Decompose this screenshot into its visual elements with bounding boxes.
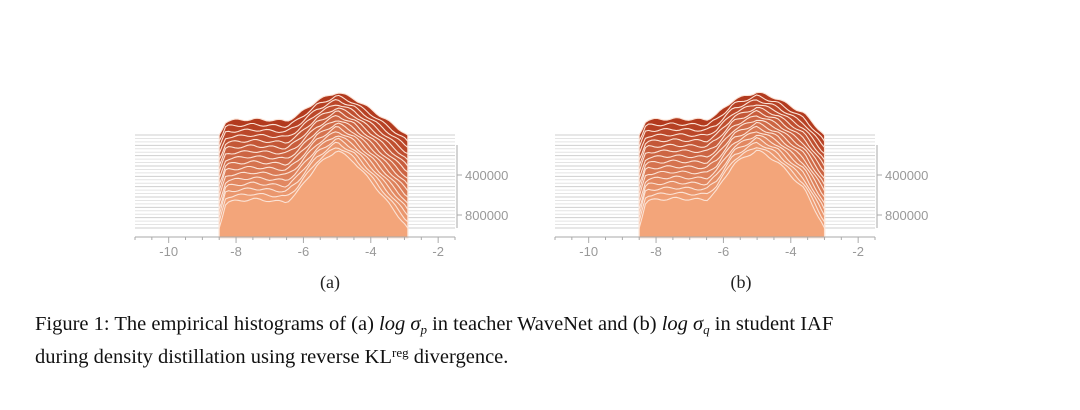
ridgeline-chart-b: -10 -8 -6 -4 -2 400000 800000 (554, 91, 928, 259)
caption-math-a: log σp (379, 313, 427, 337)
x-tick-label: -10 (579, 244, 598, 259)
panel-b: -10 -8 -6 -4 -2 400000 800000 (b) (545, 40, 928, 300)
x-tick-label: -4 (365, 244, 377, 259)
panel-a: -10 -8 -6 -4 -2 400000 800000 (a) (125, 40, 508, 300)
figure-caption: Figure 1: The empirical histograms of (a… (35, 313, 1055, 369)
caption-prefix: Figure 1: The empirical histograms of (a… (35, 313, 374, 335)
caption-mid: in teacher WaveNet and (b) (432, 313, 657, 335)
y-tick-label: 400000 (885, 168, 928, 183)
panel-label-b: (b) (730, 272, 752, 292)
y-tick-label: 800000 (465, 208, 508, 223)
y-tick-label: 800000 (885, 208, 928, 223)
caption-suffix-line1: in student IAF (714, 313, 834, 335)
ridge-series-16 (218, 150, 409, 239)
caption-line2-prefix: during density distillation using revers… (35, 346, 392, 368)
x-tick-label: -6 (298, 244, 310, 259)
x-tick-label: -8 (650, 244, 662, 259)
y-tick-label: 400000 (465, 168, 508, 183)
x-tick-label: -2 (852, 244, 864, 259)
x-tick-label: -4 (785, 244, 797, 259)
caption-line2-suffix: divergence. (413, 346, 509, 368)
x-tick-label: -2 (432, 244, 444, 259)
x-tick-label: -10 (159, 244, 178, 259)
ridge-series-16 (638, 149, 826, 239)
ridgeline-chart-a: -10 -8 -6 -4 -2 400000 800000 (134, 92, 508, 259)
caption-sup: reg (392, 345, 409, 360)
x-tick-label: -6 (718, 244, 730, 259)
caption-math-b: log σq (661, 313, 710, 337)
x-tick-label: -8 (230, 244, 242, 259)
panel-label-a: (a) (320, 272, 340, 292)
